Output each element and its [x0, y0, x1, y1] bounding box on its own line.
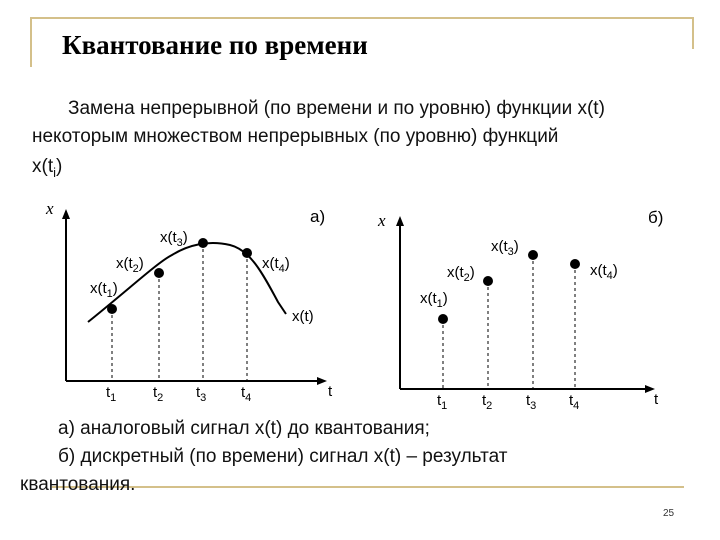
diagram-b-x-axis-label: t	[654, 391, 659, 408]
body-text-line-3: x(ti)	[32, 156, 62, 180]
diagram-b-sample-point-3	[528, 250, 538, 260]
frame-right-line	[692, 17, 694, 49]
diagram-b-tick-t2: t2	[482, 392, 492, 412]
diagram-a-sample-point-3	[198, 238, 208, 248]
diagram-a-point-label-4: x(t4)	[262, 255, 290, 275]
diagram-b-tick-t4: t4	[569, 392, 579, 412]
caption-a: а) аналоговый сигнал x(t) до квантования…	[58, 418, 430, 439]
body-text-line-2: некоторым множеством непрерывных (по уро…	[32, 126, 559, 147]
diagram-a-x-axis-label: t	[328, 383, 333, 400]
diagram-b-y-axis-label: x	[377, 211, 386, 230]
diagram-b-point-label-2: x(t2)	[447, 264, 475, 284]
frame-bottom-line	[52, 486, 684, 488]
diagram-a-tick-t2: t2	[153, 384, 163, 404]
diagram-a-sample-point-2	[154, 268, 164, 278]
diagram-a-curve-label: x(t)	[292, 308, 314, 325]
diagram-b-sample-point-4	[570, 259, 580, 269]
diagram-a-tick-t4: t4	[241, 384, 251, 404]
diagram-b-sample-point-2	[483, 276, 493, 286]
page-number: 25	[663, 508, 675, 519]
body-text-line-3-sub: i	[53, 164, 56, 180]
diagram-b: x t б) x(t1) x(t2) x(t3) x(t4) t1 t2 t3 …	[377, 208, 663, 412]
diagram-a-y-axis-label: x	[45, 199, 54, 218]
diagram-a: x t а) x(t1) x(t2) x(t3) x(t4) x(t) t1 t…	[45, 199, 333, 404]
diagram-b-panel-label: б)	[648, 208, 663, 227]
diagram-b-point-label-1: x(t1)	[420, 290, 448, 310]
diagram-a-point-label-2: x(t2)	[116, 255, 144, 275]
diagram-b-sample-point-1	[438, 314, 448, 324]
slide-title: Квантование по времени	[62, 30, 368, 60]
caption-b-line-1: б) дискретный (по времени) сигнал x(t) –…	[58, 446, 508, 467]
diagram-a-sample-point-1	[107, 304, 117, 314]
body-text-line-3-end: )	[56, 156, 63, 177]
diagram-a-signal-curve	[87, 242, 287, 323]
body-text-line-1: Замена непрерывной (по времени и по уров…	[68, 98, 605, 119]
body-text-line-3-main: x(t	[32, 156, 54, 177]
diagram-a-point-label-1: x(t1)	[90, 280, 118, 300]
diagram-a-panel-label: а)	[310, 207, 325, 226]
diagram-a-sample-point-4	[242, 248, 252, 258]
diagram-b-point-label-4: x(t4)	[590, 262, 618, 282]
frame-left-line	[30, 17, 32, 67]
diagram-b-tick-t1: t1	[437, 392, 447, 412]
caption-b-line-2: квантования.	[20, 474, 136, 495]
diagram-b-tick-t3: t3	[526, 392, 536, 412]
diagram-a-tick-t1: t1	[106, 384, 116, 404]
diagram-b-point-label-3: x(t3)	[491, 238, 519, 258]
diagram-a-point-label-3: x(t3)	[160, 229, 188, 249]
frame-top-line	[30, 17, 694, 19]
diagram-a-tick-t3: t3	[196, 384, 206, 404]
